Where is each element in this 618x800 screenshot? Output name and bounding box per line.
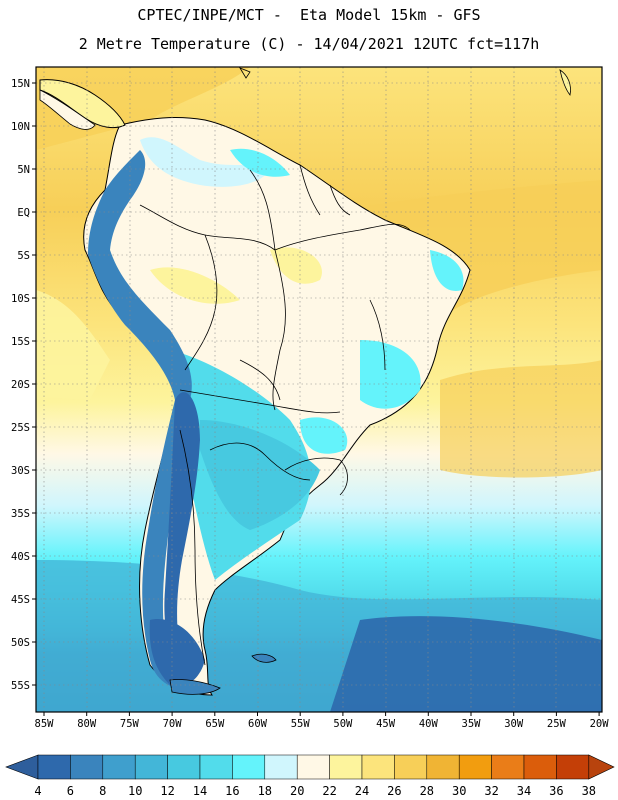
lon-label: 20W [590,718,610,730]
lat-label: 5S [17,250,30,262]
lat-label: 15S [11,336,30,348]
colorbar-swatch [329,754,363,780]
colorbar-labels: 4 6 8 10 12 14 16 18 20 22 24 26 28 30 32 34 36 38 [34,784,596,798]
colorbar-swatch [264,754,298,780]
lon-label: 50W [333,718,353,730]
lon-label: 60W [248,718,268,730]
title-line-1: CPTEC/INPE/MCT - Eta Model 15km - GFS [137,6,481,24]
longitude-labels: 85W 80W 75W 70W 65W 60W 55W 50W 45W 40W 35W 30W 25W 2… [35,712,610,730]
lat-label: 10S [11,293,30,305]
colorbar-label: 10 [128,784,142,798]
colorbar-label: 30 [452,784,466,798]
colorbar-swatch [199,754,233,780]
colorbar-swatch [37,754,71,780]
lat-label: 50S [11,637,30,649]
lat-label: 55S [11,680,30,692]
country-borders [139,164,411,666]
andes-cold-band [88,150,192,690]
colorbar-label: 26 [387,784,401,798]
colorbar-high-arrow [588,754,615,780]
colorbar-swatch [491,754,525,780]
colorbar-label: 24 [355,784,369,798]
colorbar-swatch [296,754,330,780]
title-line-2: 2 Metre Temperature (C) - 14/04/2021 12U… [78,35,540,53]
lat-label: EQ [17,207,30,219]
colorbar-label: 14 [193,784,207,798]
map-frame [35,66,603,713]
colorbar-label: 16 [225,784,239,798]
lon-label: 40W [419,718,439,730]
colorbar-swatch [102,754,136,780]
colorbar-label: 8 [99,784,106,798]
colorbar-label: 32 [484,784,498,798]
lat-label: 30S [11,465,30,477]
lon-label: 75W [120,718,140,730]
lat-label: 40S [11,551,30,563]
colorbar-label: 6 [67,784,74,798]
colorbar-swatch [523,754,557,780]
colorbar-label: 22 [322,784,336,798]
lat-label: 25S [11,422,30,434]
colorbar-swatch [167,754,201,780]
lon-label: 35W [462,718,482,730]
colorbar-label: 28 [420,784,434,798]
colorbar-label: 36 [549,784,563,798]
colorbar-swatch [70,754,104,780]
colorbar-swatch [556,754,590,780]
colorbar-swatch [361,754,395,780]
lat-label: 10N [11,121,30,133]
lat-label: 35S [11,508,30,520]
lon-label: 80W [77,718,97,730]
lon-label: 25W [547,718,567,730]
lon-label: 55W [291,718,311,730]
lon-label: 65W [205,718,225,730]
map-field [36,67,602,712]
colorbar-label: 34 [517,784,531,798]
colorbar-label: 4 [34,784,41,798]
lat-label: 15N [11,78,30,90]
lat-label: 20S [11,379,30,391]
colorbar-label: 12 [160,784,174,798]
colorbar-swatch [458,754,492,780]
colorbar-label: 38 [582,784,596,798]
colorbar [5,754,615,780]
lat-label: 45S [11,594,30,606]
colorbar-label: 18 [258,784,272,798]
lat-label: 5N [17,164,30,176]
lon-label: 45W [376,718,396,730]
colorbar-swatch [134,754,168,780]
colorbar-swatch [426,754,460,780]
lon-label: 85W [35,718,55,730]
colorbar-label: 20 [290,784,304,798]
colorbar-swatch [394,754,428,780]
colorbar-swatch [232,754,266,780]
colorbar-low-arrow [5,754,39,780]
lon-label: 30W [504,718,524,730]
latitude-labels: 15N 10N 5N EQ 5S 10S 15S 20S 25S 30S 35S 40S 45S 50S 5… [11,78,36,692]
lon-label: 70W [163,718,183,730]
